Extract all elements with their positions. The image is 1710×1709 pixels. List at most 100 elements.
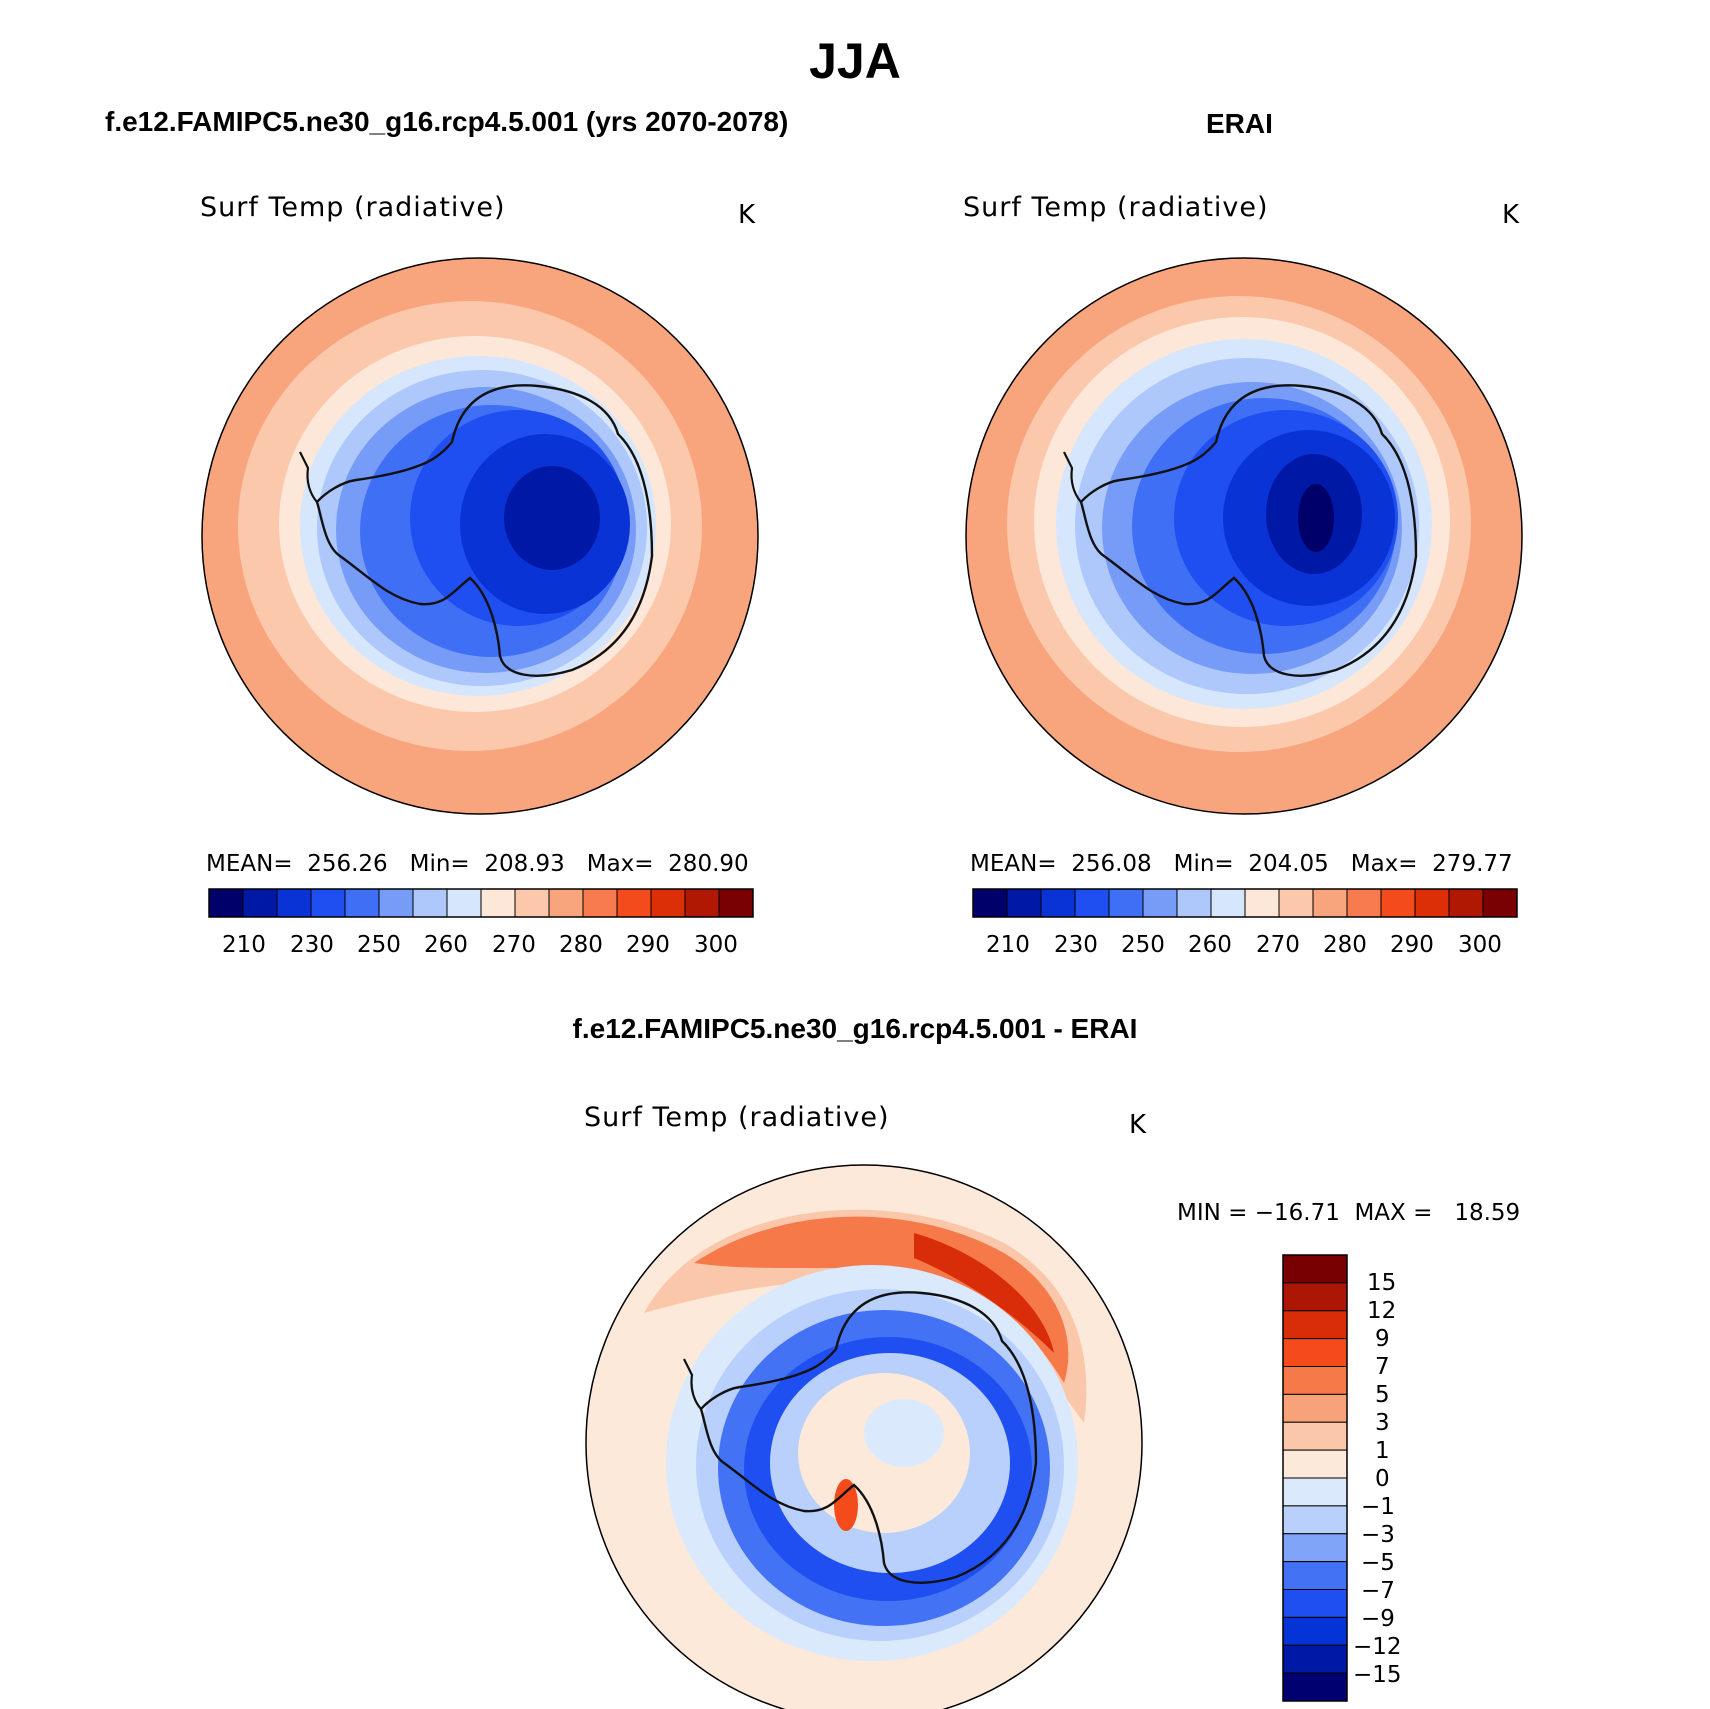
- colorbar-box: [1278, 888, 1314, 918]
- diff-colorbar-tick: −15: [1353, 1662, 1402, 1688]
- colorbar-box: [310, 888, 346, 918]
- colorbar-box: [480, 888, 516, 918]
- colorbar-box: [344, 888, 380, 918]
- diff-colorbar-tick: 0: [1375, 1466, 1390, 1492]
- model-map-border: [201, 257, 759, 815]
- diff-colorbar-tick: −7: [1361, 1578, 1395, 1604]
- obs-colorbar-tick: 250: [1121, 932, 1165, 958]
- obs-colorbar-tick: 270: [1256, 932, 1300, 958]
- model-colorbar-frame: [208, 888, 754, 918]
- diff-colorbar-tick: −12: [1353, 1634, 1402, 1660]
- diff-colorbar-tick: −1: [1361, 1494, 1395, 1520]
- model-panel-title: f.e12.FAMIPC5.ne30_g16.rcp4.5.001 (yrs 2…: [105, 106, 789, 137]
- colorbar-box: [1282, 1366, 1348, 1395]
- diff-colorbar-tick: 1: [1375, 1438, 1390, 1464]
- colorbar-box: [1006, 888, 1042, 918]
- diff-colorbar-tick: −9: [1361, 1606, 1395, 1632]
- obs-variable-label: Surf Temp (radiative): [963, 192, 1269, 223]
- obs-colorbar-boxes: [972, 888, 1518, 918]
- model-stats-text: MEAN= 256.26 Min= 208.93 Max= 280.90: [206, 851, 749, 877]
- colorbar-box: [548, 888, 584, 918]
- colorbar-box: [972, 888, 1008, 918]
- model-colorbar-tick: 210: [222, 932, 266, 958]
- colorbar-box: [276, 888, 312, 918]
- diff-colorbar-tick: −5: [1361, 1550, 1395, 1576]
- colorbar-box: [1108, 888, 1144, 918]
- colorbar-box: [378, 888, 414, 918]
- colorbar-box: [1282, 1477, 1348, 1507]
- colorbar-box: [1448, 888, 1484, 918]
- obs-colorbar-tick: 290: [1390, 932, 1434, 958]
- colorbar-box: [1282, 1561, 1348, 1590]
- colorbar-box: [1282, 1449, 1348, 1479]
- obs-field-band-200: [1298, 484, 1334, 552]
- obs-peninsula-coastline: [1063, 451, 1082, 503]
- colorbar-box: [1282, 1672, 1348, 1702]
- colorbar-box: [1346, 888, 1382, 918]
- obs-colorbar-frame: [972, 888, 1518, 918]
- model-colorbar-tick: 260: [424, 932, 468, 958]
- model-colorbar-tick: 230: [290, 932, 334, 958]
- colorbar-box: [1074, 888, 1110, 918]
- obs-panel-title: ERAI: [1206, 108, 1273, 139]
- colorbar-box: [616, 888, 652, 918]
- colorbar-box: [412, 888, 448, 918]
- colorbar-box: [1282, 1393, 1348, 1423]
- diff-map-border: [585, 1164, 1143, 1709]
- colorbar-box: [1282, 1282, 1348, 1312]
- diff-field-band-pos7-spot: [834, 1479, 858, 1531]
- colorbar-box: [1282, 1589, 1348, 1618]
- colorbar-box: [1244, 888, 1280, 918]
- model-colorbar-boxes: [208, 888, 754, 918]
- obs-polar-map: [965, 257, 1523, 815]
- colorbar-box: [1282, 1644, 1348, 1674]
- colorbar-box: [1282, 1616, 1348, 1646]
- diff-field-band-pos5: [694, 1216, 1069, 1383]
- colorbar-box: [1142, 888, 1178, 918]
- colorbar-box: [684, 888, 720, 918]
- colorbar-box: [1210, 888, 1246, 918]
- model-colorbar-tick: 300: [694, 932, 738, 958]
- obs-colorbar: [972, 888, 1518, 918]
- diff-field-band-neg1-inner: [864, 1399, 944, 1467]
- model-colorbar-tick: 280: [559, 932, 603, 958]
- model-colorbar-tick: 250: [357, 932, 401, 958]
- diff-field-band-pos9: [914, 1233, 1054, 1353]
- colorbar-box: [1282, 1533, 1348, 1563]
- diff-antarctica-coastline: [699, 1291, 1038, 1584]
- diff-panel-title: f.e12.FAMIPC5.ne30_g16.rcp4.5.001 - ERAI: [572, 1013, 1138, 1044]
- diff-colorbar-frame: [1282, 1254, 1348, 1702]
- model-units-label: K: [738, 200, 756, 230]
- diff-colorbar-tick: 15: [1367, 1270, 1397, 1296]
- colorbar-box: [1380, 888, 1416, 918]
- colorbar-box: [582, 888, 618, 918]
- model-colorbar: [208, 888, 754, 918]
- diff-stats-text: MIN = −16.71 MAX = 18.59: [1177, 1200, 1521, 1226]
- colorbar-box: [650, 888, 686, 918]
- colorbar-box: [1282, 1421, 1348, 1451]
- colorbar-box: [718, 888, 754, 918]
- obs-stats-text: MEAN= 256.08 Min= 204.05 Max= 279.77: [970, 851, 1513, 877]
- diff-polar-map: [585, 1164, 1143, 1709]
- diff-colorbar-tick: −3: [1361, 1522, 1395, 1548]
- diff-colorbar-tick: 12: [1367, 1298, 1397, 1324]
- colorbar-box: [1282, 1310, 1348, 1340]
- obs-colorbar-ticks: 210 230 250 260 270 280 290 300: [972, 932, 1518, 962]
- obs-map-border: [965, 257, 1523, 815]
- obs-units-label: K: [1502, 200, 1520, 230]
- colorbar-box: [1282, 1254, 1348, 1284]
- diff-units-label: K: [1129, 1110, 1147, 1140]
- colorbar-box: [1040, 888, 1076, 918]
- obs-colorbar-tick: 280: [1323, 932, 1367, 958]
- obs-colorbar-tick: 210: [986, 932, 1030, 958]
- diff-colorbar-tick: 5: [1375, 1382, 1390, 1408]
- diff-peninsula-coastline: [683, 1358, 702, 1410]
- colorbar-box: [208, 888, 244, 918]
- colorbar-box: [1282, 1338, 1348, 1367]
- model-polar-map: [201, 257, 759, 815]
- obs-antarctica-coastline: [1079, 384, 1418, 677]
- figure-title: JJA: [809, 33, 901, 89]
- obs-colorbar-tick: 300: [1458, 932, 1502, 958]
- colorbar-box: [514, 888, 550, 918]
- colorbar-box: [242, 888, 278, 918]
